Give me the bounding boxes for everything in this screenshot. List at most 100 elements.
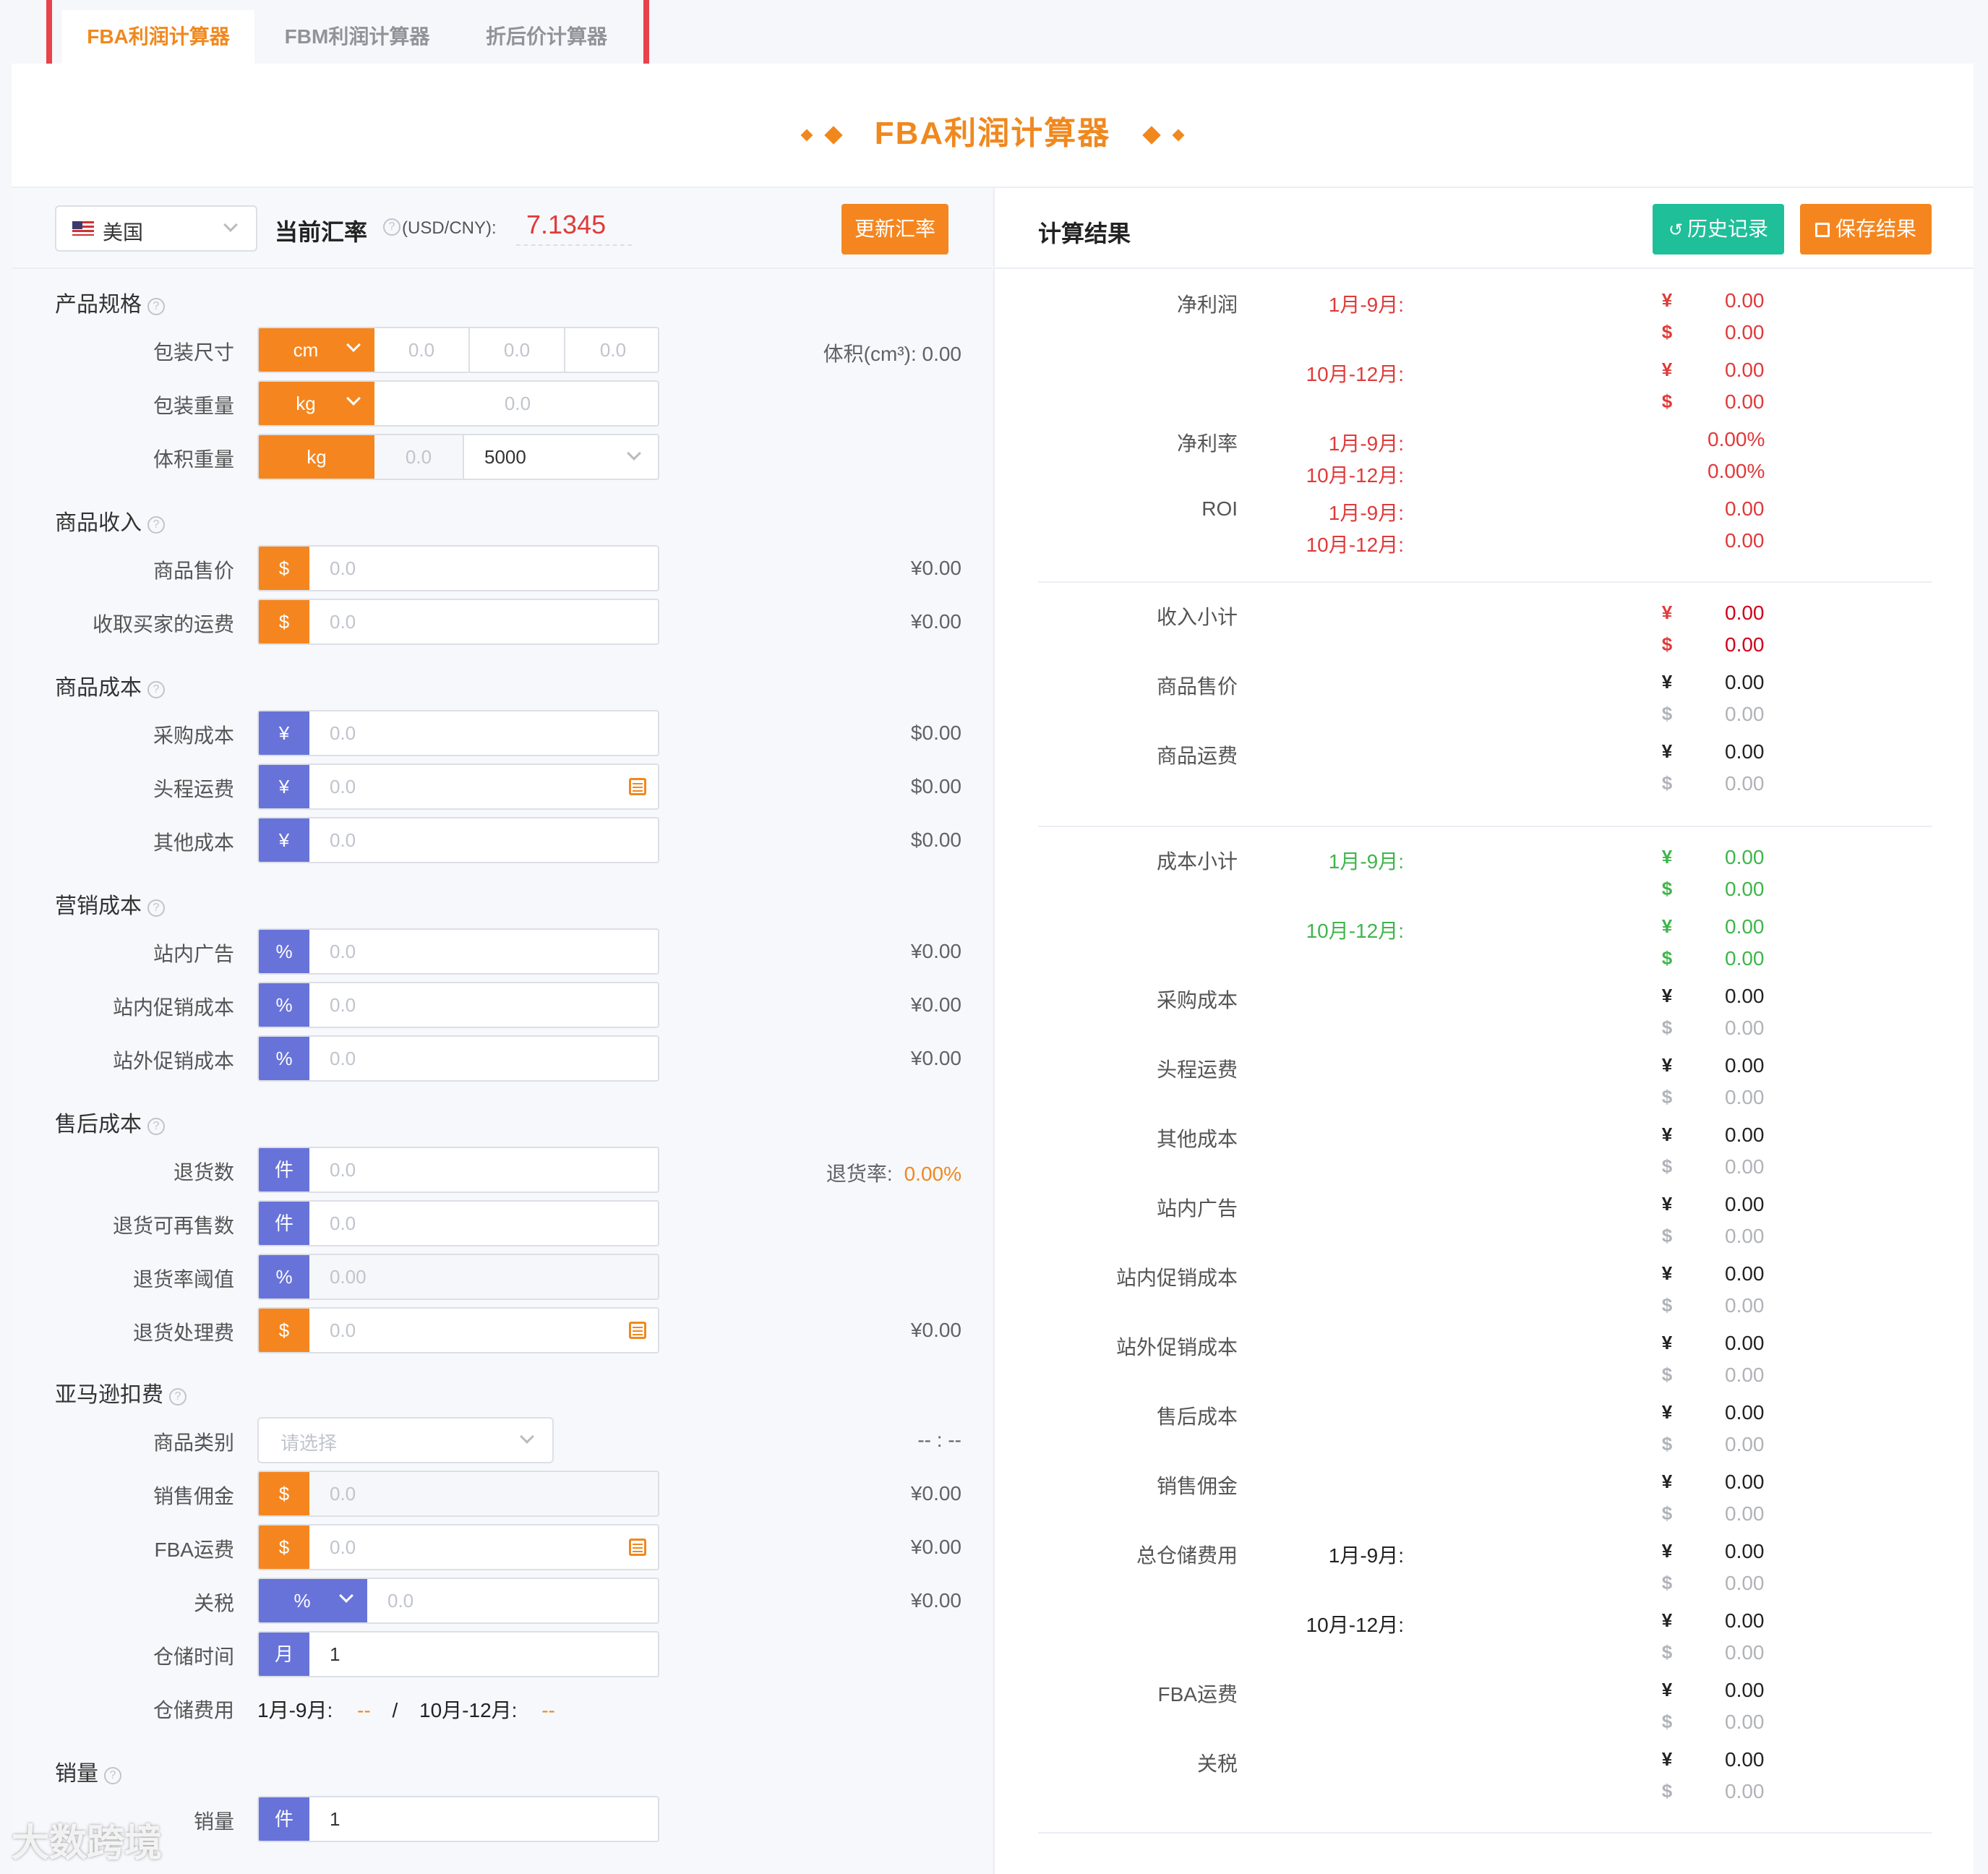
return-fee-input[interactable]: 0.0 bbox=[330, 1319, 356, 1341]
income-total-value: 0.00 bbox=[1725, 633, 1765, 656]
help-icon[interactable]: ? bbox=[147, 1118, 165, 1135]
cost-item-value: 0.00 bbox=[1725, 1193, 1765, 1215]
cost-item-value: 0.00 bbox=[1725, 1471, 1765, 1493]
help-icon[interactable]: ? bbox=[147, 899, 165, 917]
help-icon[interactable]: ? bbox=[104, 1767, 121, 1784]
storage-time-input[interactable]: 1 bbox=[330, 1643, 340, 1665]
tab-fba-calculator[interactable]: FBA利润计算器 bbox=[62, 10, 254, 64]
cost-total-value: 0.00 bbox=[1725, 915, 1765, 938]
save-button[interactable]: 保存结果 bbox=[1800, 204, 1932, 254]
history-button[interactable]: ↺ 历史记录 bbox=[1653, 204, 1784, 254]
width-input[interactable]: 0.0 bbox=[470, 328, 565, 372]
unit-select[interactable]: kg bbox=[259, 382, 374, 425]
period-label: 10月-12月: bbox=[1306, 464, 1404, 487]
ads-input[interactable]: 0.0 bbox=[330, 941, 356, 962]
usd-symbol: $ bbox=[1661, 1780, 1673, 1802]
returns-input[interactable]: 0.0 bbox=[330, 1159, 356, 1181]
net-rate-value: 0.00% bbox=[1708, 428, 1765, 450]
net-rate-value: 0.00% bbox=[1708, 460, 1765, 482]
yen-symbol: ¥ bbox=[1661, 740, 1673, 762]
period-label: 10月-12月: bbox=[1306, 363, 1404, 385]
help-icon[interactable]: ? bbox=[383, 218, 400, 236]
usd-symbol: $ bbox=[1661, 772, 1673, 794]
yen-symbol: ¥ bbox=[1661, 1332, 1673, 1353]
country-select[interactable]: 美国 bbox=[55, 205, 257, 252]
calculator-icon[interactable] bbox=[629, 778, 646, 795]
income-total-label: 收入小计 bbox=[1156, 606, 1238, 628]
help-icon[interactable]: ? bbox=[147, 298, 165, 315]
yen-symbol: ¥ bbox=[1661, 1124, 1673, 1145]
help-icon[interactable]: ? bbox=[169, 1388, 187, 1406]
weight-input[interactable]: 0.0 bbox=[504, 393, 531, 414]
other-cost-input[interactable]: 0.0 bbox=[330, 829, 356, 851]
return-threshold-input-group: % 0.00 bbox=[257, 1254, 659, 1300]
price-input-group: $0.0 bbox=[257, 545, 659, 591]
item-shipping-label: 商品运费 bbox=[1156, 745, 1238, 767]
cost-item-value: 0.00 bbox=[1725, 1433, 1765, 1455]
chevron-down-icon bbox=[346, 338, 361, 352]
divisor-select[interactable]: 5000 bbox=[484, 446, 526, 468]
purchase-input[interactable]: 0.0 bbox=[330, 722, 356, 744]
promo-in-input[interactable]: 0.0 bbox=[330, 994, 356, 1016]
period-label: 10月-12月: bbox=[1306, 1614, 1404, 1636]
diamond-icon bbox=[823, 126, 843, 145]
period-label: 10月-12月: bbox=[1306, 920, 1404, 942]
other-cost-input-group: ¥0.0 bbox=[257, 817, 659, 863]
tariff-result-value: 0.00 bbox=[1725, 1780, 1765, 1802]
return-threshold-label: 退货率阈值 bbox=[132, 1268, 234, 1291]
item-price-value: 0.00 bbox=[1725, 703, 1765, 725]
period-label: 1月-9月: bbox=[1328, 850, 1404, 873]
shipping-income-input-group: $0.0 bbox=[257, 599, 659, 645]
first-leg-input[interactable]: 0.0 bbox=[330, 776, 356, 797]
promo-out-converted: ¥0.00 bbox=[910, 1047, 961, 1069]
update-rate-button[interactable]: 更新汇率 bbox=[841, 204, 948, 254]
rate-unit: (USD/CNY): bbox=[402, 218, 497, 238]
income-total-value: 0.00 bbox=[1725, 602, 1765, 624]
item-shipping-value: 0.00 bbox=[1725, 772, 1765, 795]
fba-fee-input[interactable]: 0.0 bbox=[330, 1536, 356, 1558]
chevron-down-icon bbox=[346, 391, 361, 406]
cost-item-value: 0.00 bbox=[1725, 1086, 1765, 1108]
unit-select[interactable]: cm bbox=[259, 328, 374, 372]
promo-out-input[interactable]: 0.0 bbox=[330, 1048, 356, 1069]
cost-item-label: 站内广告 bbox=[1156, 1197, 1238, 1220]
shipping-income-input[interactable]: 0.0 bbox=[330, 611, 356, 633]
tariff-converted: ¥0.00 bbox=[910, 1589, 961, 1612]
rate-label: 当前汇率 bbox=[275, 219, 368, 245]
cost-item-value: 0.00 bbox=[1725, 1332, 1765, 1354]
tab-fbm-calculator[interactable]: FBM利润计算器 bbox=[284, 25, 430, 48]
unit-prefix: 件 bbox=[259, 1202, 309, 1245]
price-input[interactable]: 0.0 bbox=[330, 557, 356, 579]
storage-fee-label: 仓储费用 bbox=[153, 1699, 234, 1721]
yen-symbol: ¥ bbox=[1661, 1401, 1673, 1423]
yen-symbol: ¥ bbox=[1661, 1262, 1673, 1284]
tab-discount-calculator[interactable]: 折后价计算器 bbox=[485, 25, 607, 48]
tariff-label: 关税 bbox=[193, 1592, 234, 1614]
usd-symbol: $ bbox=[1661, 321, 1673, 343]
usd-symbol: $ bbox=[1661, 1711, 1673, 1732]
resellable-input[interactable]: 0.0 bbox=[330, 1212, 356, 1234]
sales-label: 销量 bbox=[193, 1810, 234, 1833]
currency-prefix: $ bbox=[259, 1309, 309, 1352]
net-profit-label: 净利润 bbox=[1176, 294, 1238, 316]
price-label: 商品售价 bbox=[153, 560, 234, 582]
shipping-income-label: 收取买家的运费 bbox=[92, 613, 234, 636]
help-icon[interactable]: ? bbox=[147, 681, 165, 698]
exchange-rate-value[interactable]: 7.1345 bbox=[516, 210, 632, 246]
fba-fee-label: FBA运费 bbox=[154, 1539, 234, 1561]
input-panel: 美国 当前汇率 ? (USD/CNY): 7.1345 更新汇率 产品规格? 包… bbox=[12, 188, 992, 1874]
cost-item-value: 0.00 bbox=[1725, 1155, 1765, 1178]
tariff-unit-select[interactable]: % bbox=[259, 1579, 367, 1622]
calculator-icon[interactable] bbox=[629, 1322, 646, 1339]
tariff-input[interactable]: 0.0 bbox=[387, 1590, 414, 1612]
help-icon[interactable]: ? bbox=[147, 516, 165, 534]
height-input[interactable]: 0.0 bbox=[599, 339, 627, 361]
sales-input[interactable]: 1 bbox=[330, 1808, 340, 1830]
category-select[interactable]: 请选择 bbox=[257, 1417, 554, 1463]
length-input[interactable]: 0.0 bbox=[374, 328, 470, 372]
tariff-result-label: 关税 bbox=[1196, 1753, 1238, 1775]
usd-symbol: $ bbox=[1661, 1225, 1673, 1246]
yen-symbol: ¥ bbox=[1661, 602, 1673, 623]
calculator-icon[interactable] bbox=[629, 1539, 646, 1556]
